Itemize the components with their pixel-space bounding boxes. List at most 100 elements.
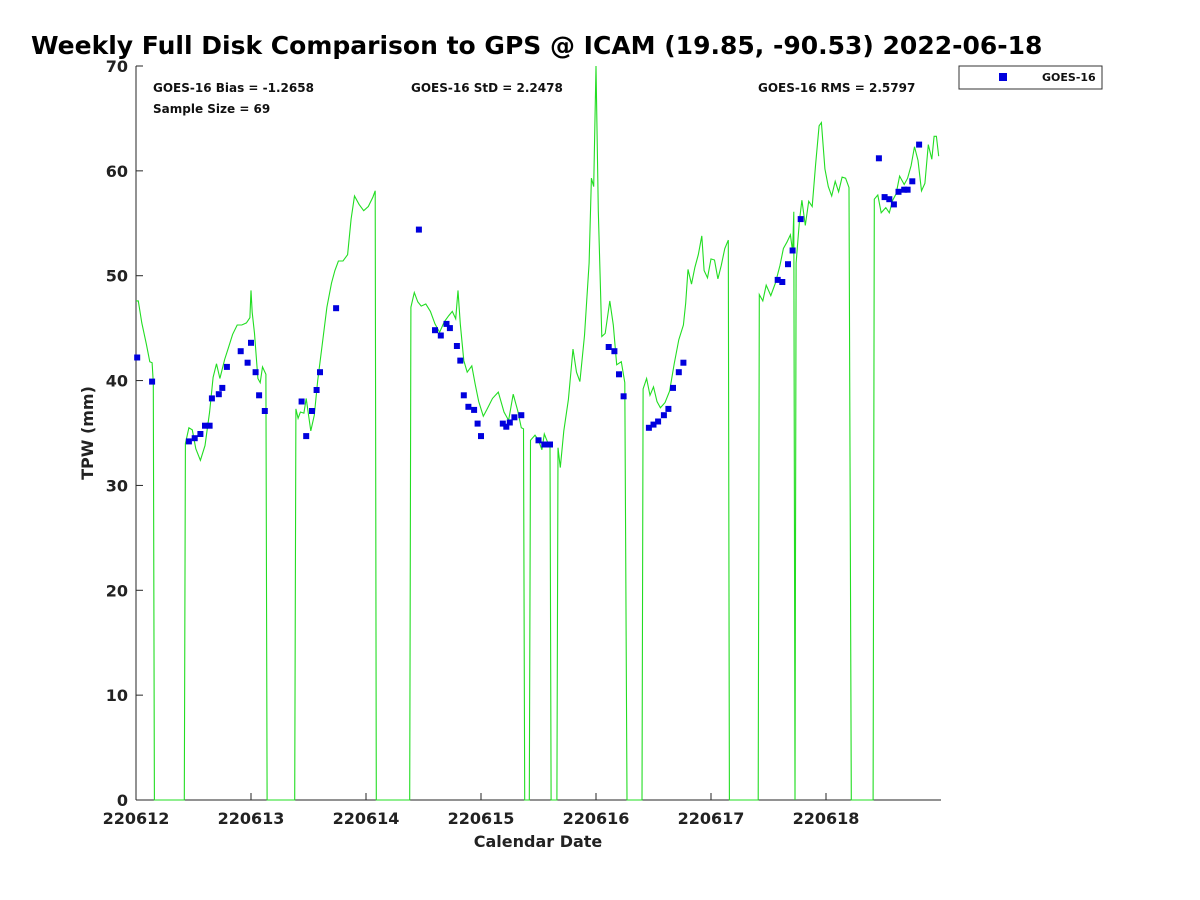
goes16-point [298, 398, 305, 405]
goes16-point [909, 178, 916, 185]
goes16-point [202, 422, 208, 429]
goes16-point [904, 186, 911, 193]
goes16-point [244, 359, 251, 366]
y-axis-label: TPW (mm) [78, 386, 97, 480]
goes16-point [313, 387, 320, 393]
x-tick-label: 220617 [678, 809, 745, 828]
legend-box [958, 65, 1103, 90]
goes16-point [511, 414, 518, 421]
y-axis: 0 10 20 30 40 50 60 70 [106, 57, 143, 810]
goes16-point [460, 392, 467, 399]
goes16-point [309, 408, 315, 414]
x-tick-label: 220616 [563, 809, 630, 828]
goes16-point [457, 357, 464, 364]
legend: GOES-16 [958, 65, 1103, 90]
goes16-point [650, 421, 657, 428]
goes16-point [303, 433, 310, 440]
goes16-point [208, 395, 215, 402]
x-axis-label: Calendar Date [474, 832, 603, 851]
goes16-point [149, 378, 156, 385]
y-tick-label: 50 [106, 267, 128, 286]
y-tick-label: 70 [106, 57, 128, 76]
x-tick-label: 220615 [448, 809, 515, 828]
goes16-point [223, 363, 230, 370]
goes16-point [215, 391, 222, 398]
goes16-point [333, 305, 340, 312]
goes16-point [547, 441, 553, 448]
goes16-point [437, 332, 444, 339]
x-axis: 220612 220613 220614 220615 220616 220617 2206… [103, 793, 860, 828]
goes16-point [655, 418, 662, 425]
goes16-point [261, 408, 268, 414]
x-tick-label: 220618 [793, 809, 860, 828]
sample-size-stat: Sample Size = 69 [153, 102, 270, 116]
goes16-point [779, 279, 786, 285]
goes16-point [191, 435, 198, 442]
y-tick-label: 60 [106, 162, 128, 181]
goes16-point [797, 216, 804, 223]
goes16-point [453, 343, 460, 349]
goes16-point [675, 369, 682, 376]
goes16-point [541, 441, 548, 448]
goes16-point [248, 339, 254, 346]
goes16-point [620, 393, 627, 400]
chart-title: Weekly Full Disk Comparison to GPS @ ICA… [31, 31, 1042, 60]
goes16-point [219, 384, 226, 391]
goes16-point [465, 403, 472, 410]
goes16-point [443, 320, 450, 327]
goes16-point [916, 141, 923, 148]
goes16-point [134, 354, 141, 361]
x-tick-label: 220613 [218, 809, 285, 828]
goes16-point [670, 384, 676, 391]
goes16-point [895, 188, 902, 195]
goes16-point [680, 359, 687, 366]
goes16-point [499, 420, 506, 427]
goes16-point [503, 423, 510, 430]
goes16-point [535, 437, 542, 444]
y-tick-label: 40 [106, 372, 128, 391]
y-tick-label: 20 [106, 581, 128, 600]
goes16-point [660, 412, 667, 419]
goes16-point [605, 344, 612, 350]
goes16-point [886, 196, 893, 203]
goes16-point [415, 226, 422, 233]
gps-line-layer [136, 65, 940, 801]
goes16-point [901, 186, 908, 193]
y-tick-label: 10 [106, 686, 128, 705]
goes16-point [645, 424, 652, 431]
goes16-point [881, 194, 888, 201]
goes16-point [616, 371, 622, 378]
y-tick-label: 30 [106, 476, 128, 495]
y-tick-label: 0 [117, 791, 128, 810]
gps-tpw-line [136, 65, 940, 801]
bias-stat: GOES-16 Bias = -1.2658 [153, 81, 314, 95]
goes16-point [478, 433, 484, 440]
goes16-point [256, 392, 263, 399]
goes16-point [206, 422, 213, 429]
legend-marker-goes16 [999, 73, 1007, 81]
goes16-point [665, 405, 672, 412]
goes16-point [471, 406, 478, 413]
goes16-points-layer [134, 141, 923, 448]
goes16-point [317, 369, 323, 376]
legend-label-goes16: GOES-16 [1042, 71, 1096, 84]
std-stat: GOES-16 StD = 2.2478 [411, 81, 563, 95]
goes16-point [197, 431, 204, 437]
goes16-point [774, 276, 781, 283]
x-tick-label: 220614 [333, 809, 400, 828]
goes16-point [506, 419, 513, 426]
goes16-point [237, 348, 244, 355]
goes16-point [789, 247, 796, 254]
goes16-point [252, 369, 259, 376]
goes16-point [446, 325, 453, 332]
goes16-point [432, 327, 438, 334]
goes16-point [875, 155, 882, 162]
goes16-point [185, 438, 192, 445]
goes16-point [890, 201, 897, 208]
goes16-point [518, 412, 525, 419]
x-tick-label: 220612 [103, 809, 170, 828]
plot-area [135, 66, 941, 801]
goes16-point [611, 348, 618, 355]
goes16-point [474, 420, 481, 427]
